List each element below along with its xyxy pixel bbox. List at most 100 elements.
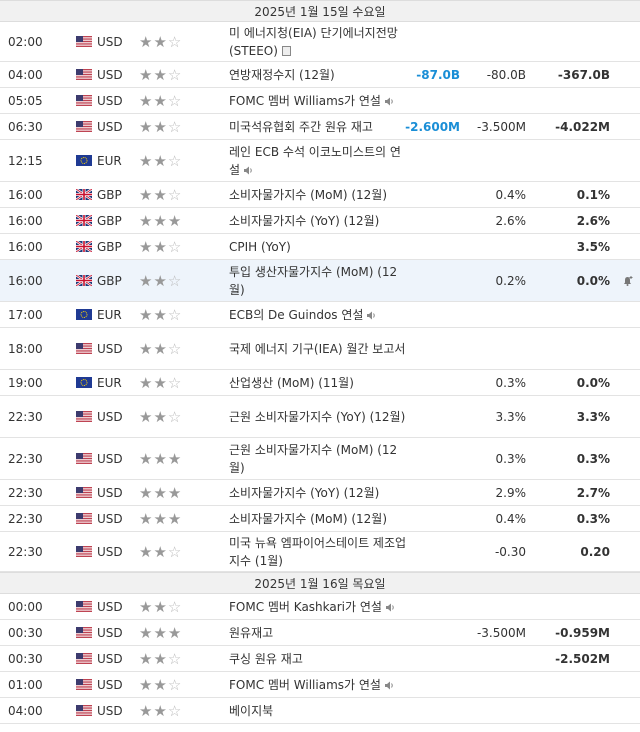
event-row[interactable]: 17:00 EUR ★ ★ ☆ ECB의 De Guindos 연설	[0, 302, 640, 328]
event-row[interactable]: 22:30 USD ★ ★ ★ 소비자물가지수 (MoM) (12월) 0.4% 0.3%	[0, 506, 640, 532]
us-flag-icon	[76, 328, 92, 369]
event-name[interactable]: CPIH (YoY)	[229, 234, 409, 259]
event-row[interactable]: 02:00 USD ★ ★ ☆ 미 에너지청(EIA) 단기에너지전망(STEEO)	[0, 22, 640, 62]
event-row[interactable]: 22:30 USD ★ ★ ☆ 미국 뉴욕 엠파이어스테이트 제조업지수 (1월) -0.3…	[0, 532, 640, 572]
event-title[interactable]: 쿠싱 원유 재고	[229, 651, 303, 666]
previous-value: -2.502M	[555, 651, 610, 666]
star-icon: ★	[139, 449, 154, 468]
bell-alert-icon[interactable]	[622, 260, 638, 301]
event-title[interactable]: 국제 에너지 기구(IEA) 월간 보고서	[229, 341, 406, 356]
previous-value: 0.0%	[576, 273, 610, 288]
event-title[interactable]: 레인 ECB 수석 이코노미스트의 연설	[229, 144, 401, 177]
event-row[interactable]: 00:30 USD ★ ★ ☆ 쿠싱 원유 재고 -2.502M	[0, 646, 640, 672]
event-row[interactable]: 00:00 USD ★ ★ ☆ FOMC 멤버 Kashkari가 연설	[0, 594, 640, 620]
event-row[interactable]: 05:05 USD ★ ★ ☆ FOMC 멤버 Williams가 연설	[0, 88, 640, 114]
event-title[interactable]: 연방재정수지 (12월)	[229, 67, 335, 82]
event-name[interactable]: 소비자물가지수 (MoM) (12월)	[229, 182, 409, 207]
actual-value	[410, 208, 460, 233]
actual-value	[410, 506, 460, 531]
event-title[interactable]: 미국 뉴욕 엠파이어스테이트 제조업지수 (1월)	[229, 535, 407, 568]
event-row[interactable]: 12:15 EUR ★ ★ ☆ 레인 ECB 수석 이코노미스트의 연설	[0, 140, 640, 182]
star-icon: ★	[153, 509, 168, 528]
event-name[interactable]: ECB의 De Guindos 연설	[229, 302, 409, 327]
event-title[interactable]: FOMC 멤버 Williams가 연설	[229, 92, 395, 110]
event-title[interactable]: 근원 소비자물가지수 (YoY) (12월)	[229, 409, 406, 424]
star-icon: ★	[139, 32, 154, 51]
event-row[interactable]: 16:00 GBP ★ ★ ☆ CPIH (YoY) 3.5%	[0, 234, 640, 260]
event-row[interactable]: 01:00 USD ★ ★ ☆ FOMC 멤버 Williams가 연설	[0, 672, 640, 698]
currency-code: USD	[97, 67, 123, 82]
event-row[interactable]: 06:30 USD ★ ★ ☆ 미국석유협회 주간 원유 재고 -2.600M -3.500M…	[0, 114, 640, 140]
currency-code: USD	[97, 93, 123, 108]
us-flag-icon	[76, 62, 92, 87]
event-title[interactable]: 소비자물가지수 (MoM) (12월)	[229, 187, 387, 202]
actual-value: -87.0B	[416, 67, 460, 82]
event-name[interactable]: 미 에너지청(EIA) 단기에너지전망(STEEO)	[229, 22, 409, 61]
event-name[interactable]: FOMC 멤버 Kashkari가 연설	[229, 594, 409, 619]
event-row[interactable]: 22:30 USD ★ ★ ★ 소비자물가지수 (YoY) (12월) 2.9% 2.7%	[0, 480, 640, 506]
event-name[interactable]: 소비자물가지수 (YoY) (12월)	[229, 208, 409, 233]
event-name[interactable]: 미국 뉴욕 엠파이어스테이트 제조업지수 (1월)	[229, 532, 409, 571]
event-row[interactable]: 18:00 USD ★ ★ ☆ 국제 에너지 기구(IEA) 월간 보고서	[0, 328, 640, 370]
event-name[interactable]: 소비자물가지수 (MoM) (12월)	[229, 506, 409, 531]
event-title[interactable]: 베이지북	[229, 703, 274, 718]
star-icon: ★	[139, 185, 154, 204]
event-row[interactable]: 16:00 GBP ★ ★ ☆ 투입 생산자물가지수 (MoM) (12월) 0.2% 0.0…	[0, 260, 640, 302]
currency-code: USD	[97, 544, 123, 559]
star-icon: ★	[153, 32, 168, 51]
importance-stars: ★ ★ ☆	[139, 88, 199, 113]
event-title[interactable]: 소비자물가지수 (MoM) (12월)	[229, 511, 387, 526]
event-title[interactable]: 소비자물가지수 (YoY) (12월)	[229, 213, 380, 228]
star-icon: ★	[139, 509, 154, 528]
event-name[interactable]: FOMC 멤버 Williams가 연설	[229, 88, 409, 113]
event-time: 22:30	[8, 544, 43, 559]
forecast-value: 0.2%	[495, 273, 527, 288]
event-name[interactable]: 연방재정수지 (12월)	[229, 62, 409, 87]
event-title[interactable]: 근원 소비자물가지수 (MoM) (12월)	[229, 442, 398, 475]
star-icon: ★	[153, 597, 168, 616]
event-name[interactable]: 베이지북	[229, 698, 409, 723]
event-row[interactable]: 16:00 GBP ★ ★ ★ 소비자물가지수 (YoY) (12월) 2.6% 2.6%	[0, 208, 640, 234]
currency-code: EUR	[97, 153, 122, 168]
star-icon: ★	[167, 449, 183, 468]
event-name[interactable]: 쿠싱 원유 재고	[229, 646, 409, 671]
event-title[interactable]: 소비자물가지수 (YoY) (12월)	[229, 485, 380, 500]
star-icon: ☆	[167, 305, 183, 324]
event-row[interactable]: 04:00 USD ★ ★ ☆ 베이지북	[0, 698, 640, 724]
event-name[interactable]: FOMC 멤버 Williams가 연설	[229, 672, 409, 697]
event-row[interactable]: 19:00 EUR ★ ★ ☆ 산업생산 (MoM) (11월) 0.3% 0.0%	[0, 370, 640, 396]
event-time: 16:00	[8, 273, 43, 288]
previous-value: -367.0B	[557, 67, 610, 82]
previous-value: -4.022M	[555, 119, 610, 134]
event-title[interactable]: 산업생산 (MoM) (11월)	[229, 375, 354, 390]
event-name[interactable]: 미국석유협회 주간 원유 재고	[229, 114, 409, 139]
event-row[interactable]: 22:30 USD ★ ★ ★ 근원 소비자물가지수 (MoM) (12월) 0.3% 0.3…	[0, 438, 640, 480]
event-name[interactable]: 근원 소비자물가지수 (YoY) (12월)	[229, 396, 409, 437]
event-name[interactable]: 투입 생산자물가지수 (MoM) (12월)	[229, 260, 409, 301]
event-row[interactable]: 16:00 GBP ★ ★ ☆ 소비자물가지수 (MoM) (12월) 0.4% 0.1%	[0, 182, 640, 208]
event-name[interactable]: 레인 ECB 수석 이코노미스트의 연설	[229, 140, 409, 181]
event-title[interactable]: 원유재고	[229, 625, 274, 640]
forecast-value	[462, 698, 526, 723]
event-row[interactable]: 22:30 USD ★ ★ ☆ 근원 소비자물가지수 (YoY) (12월) 3.3% 3.3…	[0, 396, 640, 438]
event-title[interactable]: 미 에너지청(EIA) 단기에너지전망(STEEO)	[229, 25, 398, 58]
event-title[interactable]: 미국석유협회 주간 원유 재고	[229, 119, 373, 134]
star-icon: ★	[139, 701, 154, 720]
previous-value: 2.7%	[576, 485, 610, 500]
event-name[interactable]: 소비자물가지수 (YoY) (12월)	[229, 480, 409, 505]
event-title[interactable]: CPIH (YoY)	[229, 239, 291, 254]
event-name[interactable]: 산업생산 (MoM) (11월)	[229, 370, 409, 395]
event-title[interactable]: ECB의 De Guindos 연설	[229, 306, 377, 324]
event-name[interactable]: 원유재고	[229, 620, 409, 645]
event-name[interactable]: 국제 에너지 기구(IEA) 월간 보고서	[229, 328, 409, 369]
event-row[interactable]: 04:00 USD ★ ★ ☆ 연방재정수지 (12월) -87.0B -80.0B -367.…	[0, 62, 640, 88]
event-title[interactable]: FOMC 멤버 Williams가 연설	[229, 676, 395, 694]
forecast-value: -3.500M	[476, 119, 526, 134]
us-flag-icon	[76, 672, 92, 697]
event-row[interactable]: 00:30 USD ★ ★ ★ 원유재고 -3.500M -0.959M	[0, 620, 640, 646]
event-title[interactable]: 투입 생산자물가지수 (MoM) (12월)	[229, 264, 398, 297]
event-title[interactable]: FOMC 멤버 Kashkari가 연설	[229, 598, 396, 616]
actual-value	[410, 480, 460, 505]
actual-value	[410, 260, 460, 301]
event-name[interactable]: 근원 소비자물가지수 (MoM) (12월)	[229, 438, 409, 479]
